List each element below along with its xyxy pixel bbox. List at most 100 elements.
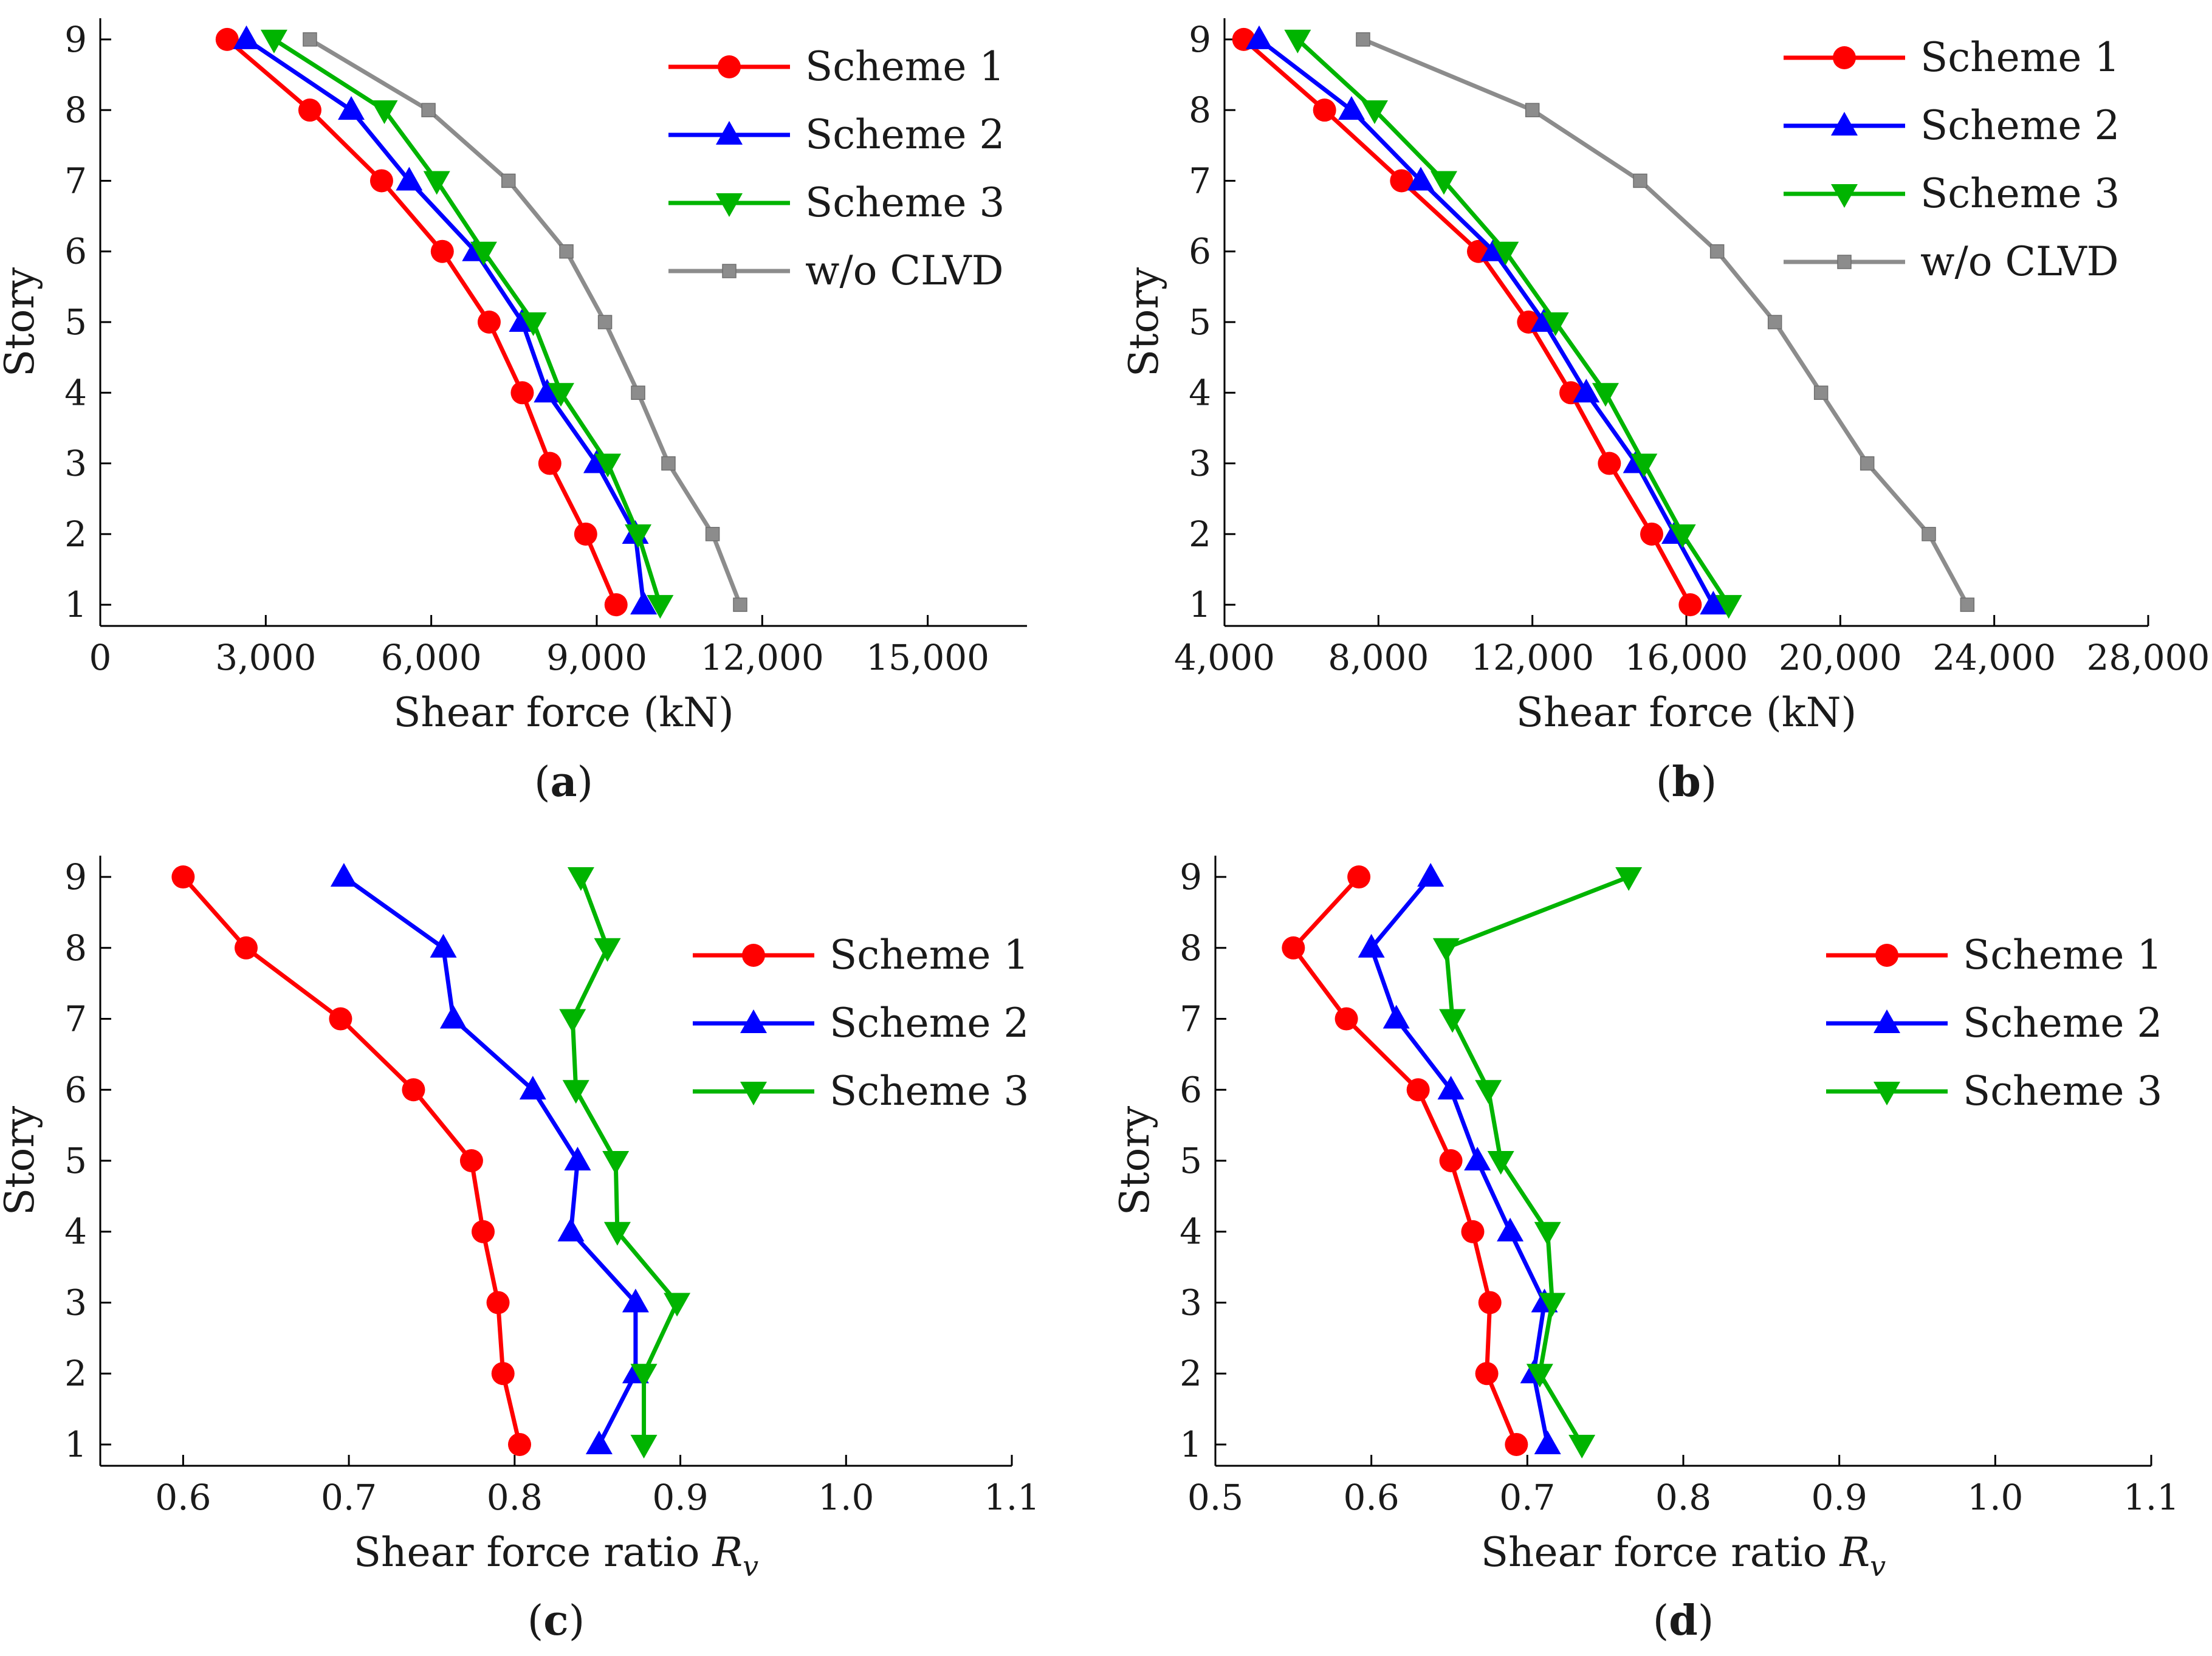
data-point: [574, 522, 597, 546]
data-point: [1439, 1149, 1463, 1172]
x-axis-label-symbol: R: [1839, 1529, 1870, 1576]
data-point: [603, 1221, 631, 1246]
data-point: [1478, 1291, 1502, 1314]
x-axis-label: Shear force ratio Rv: [354, 1529, 758, 1582]
data-point: [472, 1220, 495, 1243]
data-point: [664, 1293, 691, 1317]
x-tick-label: 20,000: [1779, 637, 1902, 678]
y-tick-label: 3: [1180, 1282, 1202, 1323]
data-point: [1497, 1217, 1524, 1242]
data-point: [430, 933, 457, 958]
data-point: [602, 1151, 630, 1175]
legend-marker: [742, 944, 765, 967]
data-point: [562, 1080, 589, 1104]
x-tick-label: 4,000: [1174, 637, 1275, 678]
legend-label: Scheme 3: [1920, 170, 2120, 217]
y-axis-label: Story: [1111, 1105, 1158, 1215]
data-point: [260, 29, 287, 53]
y-tick-label: 5: [1189, 301, 1211, 343]
panel-caption: (b): [1656, 758, 1717, 806]
legend-marker: [718, 55, 741, 78]
data-point: [298, 98, 321, 122]
data-point: [705, 527, 720, 541]
data-point: [1284, 29, 1311, 53]
data-point: [501, 173, 516, 188]
y-tick-label: 1: [64, 1424, 87, 1465]
legend-label: Scheme 1: [829, 932, 1029, 978]
legend-label: w/o CLVD: [1920, 238, 2119, 285]
y-tick-label: 4: [1189, 372, 1211, 413]
data-point: [1573, 379, 1600, 403]
data-point: [534, 379, 561, 403]
x-tick-label: 28,000: [2087, 637, 2210, 678]
y-axis-label: Story: [0, 1105, 43, 1215]
data-point: [538, 452, 562, 475]
data-point: [519, 1076, 546, 1100]
y-tick-label: 4: [64, 1211, 87, 1252]
data-point: [622, 1288, 649, 1313]
x-tick-label: 16,000: [1625, 637, 1748, 678]
data-point: [585, 1430, 613, 1454]
data-point: [1700, 591, 1727, 615]
series-line-scheme-1: [1242, 38, 1692, 606]
data-point: [630, 591, 658, 615]
data-point: [1338, 96, 1365, 120]
legend-label: Scheme 3: [1963, 1068, 2162, 1115]
y-tick-label: 8: [64, 89, 87, 131]
data-point: [330, 863, 357, 887]
chart-panel-a: 0 3,000 6,000 9,000 12,000 15,000 1 2 3 4 5 6 7 8 9 She…: [0, 18, 1027, 806]
data-point: [1539, 1293, 1566, 1317]
x-axis-label: Shear force ratio Rv: [1481, 1529, 1886, 1582]
legend-marker: [740, 1009, 767, 1033]
data-point: [1356, 32, 1370, 47]
panel-caption: (c): [527, 1596, 585, 1645]
legend-label: w/o CLVD: [805, 247, 1004, 294]
series-line-scheme-2: [342, 875, 638, 1446]
x-tick-label: 8,000: [1328, 637, 1429, 678]
y-tick-label: 1: [1180, 1424, 1202, 1465]
y-axis-label: Story: [1121, 267, 1167, 377]
y-tick-label: 6: [64, 1069, 87, 1110]
y-tick-label: 8: [1180, 927, 1202, 969]
y-axis-label: Story: [0, 267, 43, 377]
data-point: [371, 100, 398, 125]
data-point: [421, 103, 436, 117]
data-point: [1282, 936, 1305, 960]
x-axis-label-subscript: v: [743, 1550, 758, 1582]
data-point: [1437, 1076, 1465, 1100]
data-point: [1492, 241, 1519, 266]
data-point: [559, 1009, 586, 1033]
data-point: [491, 1362, 515, 1386]
data-point: [1542, 312, 1569, 336]
data-point: [520, 312, 547, 336]
data-point: [1860, 456, 1875, 471]
legend-marker: [1875, 944, 1898, 967]
data-point: [594, 453, 622, 478]
data-point: [1417, 863, 1444, 887]
x-tick-label: 12,000: [1471, 637, 1594, 678]
data-point: [1464, 1147, 1491, 1170]
x-tick-label: 0.5: [1187, 1477, 1243, 1518]
x-tick-label: 6,000: [381, 637, 482, 678]
data-point: [1568, 1434, 1596, 1458]
x-axis-label-symbol: R: [712, 1529, 743, 1576]
data-point: [1475, 1080, 1502, 1104]
data-point: [1534, 1221, 1561, 1246]
data-point: [423, 171, 450, 195]
data-point: [1347, 865, 1371, 889]
data-point: [557, 1217, 585, 1242]
y-tick-label: 8: [1189, 89, 1211, 131]
data-point: [647, 595, 674, 619]
data-point: [369, 169, 393, 193]
data-point: [597, 315, 613, 329]
data-point: [625, 524, 652, 548]
data-point: [303, 32, 317, 47]
data-point: [1382, 1005, 1410, 1029]
data-point: [1487, 1151, 1514, 1175]
x-tick-label: 3,000: [215, 637, 316, 678]
y-tick-label: 6: [1180, 1069, 1202, 1110]
y-tick-label: 4: [1180, 1211, 1202, 1252]
data-point: [1534, 1430, 1561, 1454]
legend-marker: [1831, 112, 1858, 136]
y-tick-label: 8: [64, 927, 87, 969]
